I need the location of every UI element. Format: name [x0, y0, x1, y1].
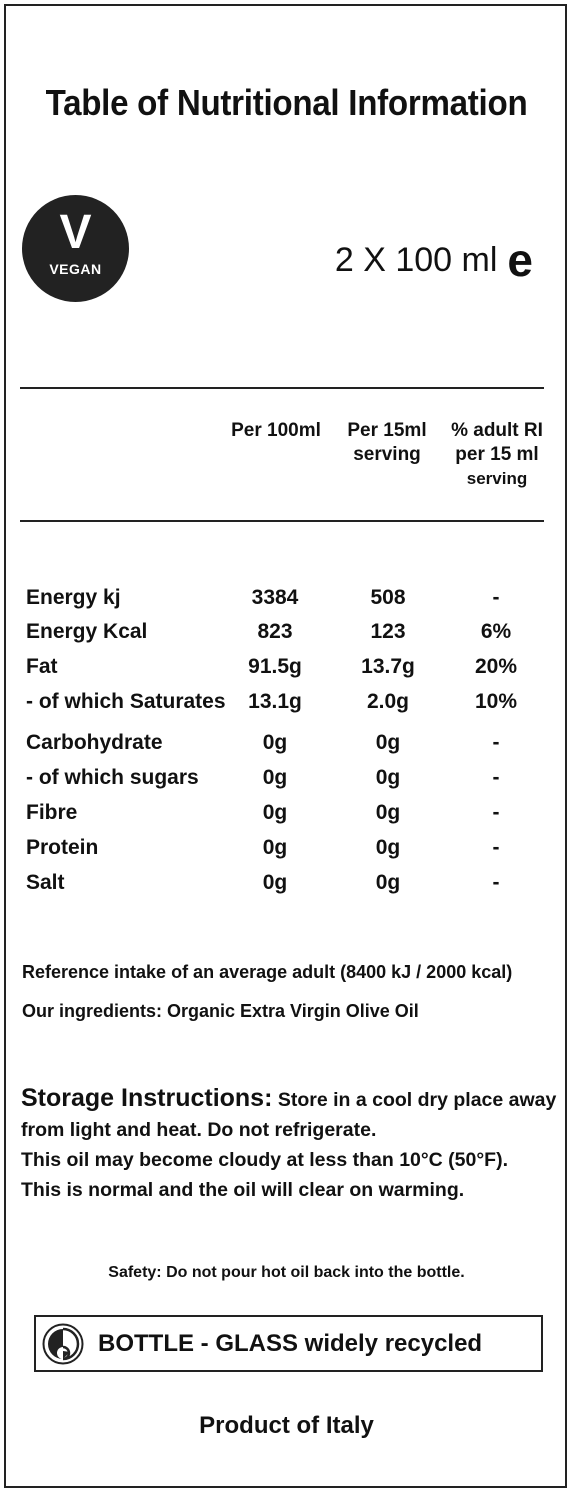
storage-line1: Store in a cool dry place away — [272, 1089, 557, 1111]
storage-line3: This oil may become cloudy at less than … — [21, 1149, 508, 1171]
storage-line2: from light and heat. Do not refrigerate. — [21, 1119, 377, 1141]
table-row: Carbohydrate 0g 0g - — [0, 731, 573, 761]
vegan-label: VEGAN — [49, 261, 102, 277]
row-name: Energy kj — [26, 586, 121, 609]
row-per100: 13.1g — [248, 690, 302, 713]
row-name: Fat — [26, 655, 58, 678]
table-row: Protein 0g 0g - — [0, 836, 573, 866]
row-per15: 0g — [375, 801, 401, 824]
row-ri: 6% — [480, 620, 512, 643]
row-per15: 123 — [370, 620, 406, 643]
row-per100: 0g — [262, 766, 288, 789]
green-dot-icon — [42, 1323, 84, 1365]
row-ri: - — [492, 871, 500, 894]
column-header-line: per 15 ml — [455, 444, 539, 465]
column-header-line: serving — [466, 469, 528, 488]
row-ri: - — [492, 836, 500, 859]
table-row: - of which sugars 0g 0g - — [0, 766, 573, 796]
row-per100: 3384 — [251, 586, 299, 609]
column-header-line: % adult RI — [451, 420, 543, 441]
row-per100: 0g — [262, 801, 288, 824]
table-row: Salt 0g 0g - — [0, 871, 573, 901]
ingredients: Our ingredients: Organic Extra Virgin Ol… — [22, 1001, 419, 1021]
row-per15: 508 — [370, 586, 406, 609]
reference-intake-note: Reference intake of an average adult (84… — [22, 962, 513, 982]
row-ri: 20% — [474, 655, 518, 678]
recycling-text: BOTTLE - GLASS widely recycled — [98, 1330, 483, 1357]
volume-info: 2 X 100 ml e — [334, 234, 533, 286]
row-ri: - — [492, 731, 500, 754]
table-row: Fat 91.5g 13.7g 20% — [0, 655, 573, 685]
row-per15: 0g — [375, 871, 401, 894]
table-row: - of which Saturates 13.1g 2.0g 10% — [0, 690, 573, 720]
divider-top — [20, 387, 544, 389]
column-header-per100: Per 100ml — [222, 419, 330, 443]
row-per15: 0g — [375, 836, 401, 859]
column-header-line: serving — [353, 444, 421, 465]
table-row: Fibre 0g 0g - — [0, 801, 573, 831]
row-per15: 0g — [375, 731, 401, 754]
estimated-sign-icon: e — [507, 234, 533, 286]
row-per100: 0g — [262, 871, 288, 894]
row-per100: 0g — [262, 731, 288, 754]
row-name: - of which Saturates — [26, 690, 226, 713]
table-row: Energy Kcal 823 123 6% — [0, 620, 573, 650]
column-header-per15: Per 15ml serving — [336, 419, 438, 467]
row-ri: 10% — [474, 690, 518, 713]
recycling-box: BOTTLE - GLASS widely recycled — [34, 1315, 543, 1372]
row-ri: - — [492, 586, 500, 609]
row-per100: 91.5g — [248, 655, 302, 678]
row-per15: 0g — [375, 766, 401, 789]
row-ri: - — [492, 801, 500, 824]
row-per100: 823 — [257, 620, 293, 643]
row-per15: 2.0g — [366, 690, 410, 713]
vegan-badge-icon: V VEGAN — [22, 195, 129, 302]
column-header-ri: % adult RI per 15 ml serving — [440, 419, 554, 491]
label-border — [4, 4, 567, 1488]
storage-line4: This is normal and the oil will clear on… — [21, 1179, 465, 1201]
row-name: - of which sugars — [26, 766, 199, 789]
row-name: Fibre — [26, 801, 78, 824]
row-ri: - — [492, 766, 500, 789]
storage-line: Storage Instructions: Store in a cool dr… — [21, 1083, 561, 1115]
product-origin: Product of Italy — [199, 1412, 374, 1439]
storage-label: Storage Instructions: — [21, 1084, 273, 1112]
row-name: Salt — [26, 871, 65, 894]
safety-note: Safety: Do not pour hot oil back into th… — [108, 1264, 465, 1281]
vegan-letter: V — [59, 206, 92, 259]
page-title: Table of Nutritional Information — [45, 82, 528, 123]
column-header-line: Per 100ml — [231, 420, 321, 441]
row-name: Carbohydrate — [26, 731, 163, 754]
table-row: Energy kj 3384 508 - — [0, 586, 573, 616]
storage-instructions: Storage Instructions: Store in a cool dr… — [21, 1083, 561, 1205]
divider-header — [20, 520, 544, 522]
row-per100: 0g — [262, 836, 288, 859]
row-name: Protein — [26, 836, 99, 859]
volume-text: 2 X 100 ml — [334, 240, 498, 279]
row-per15: 13.7g — [361, 655, 415, 678]
column-header-line: Per 15ml — [347, 420, 427, 441]
row-name: Energy Kcal — [26, 620, 148, 643]
